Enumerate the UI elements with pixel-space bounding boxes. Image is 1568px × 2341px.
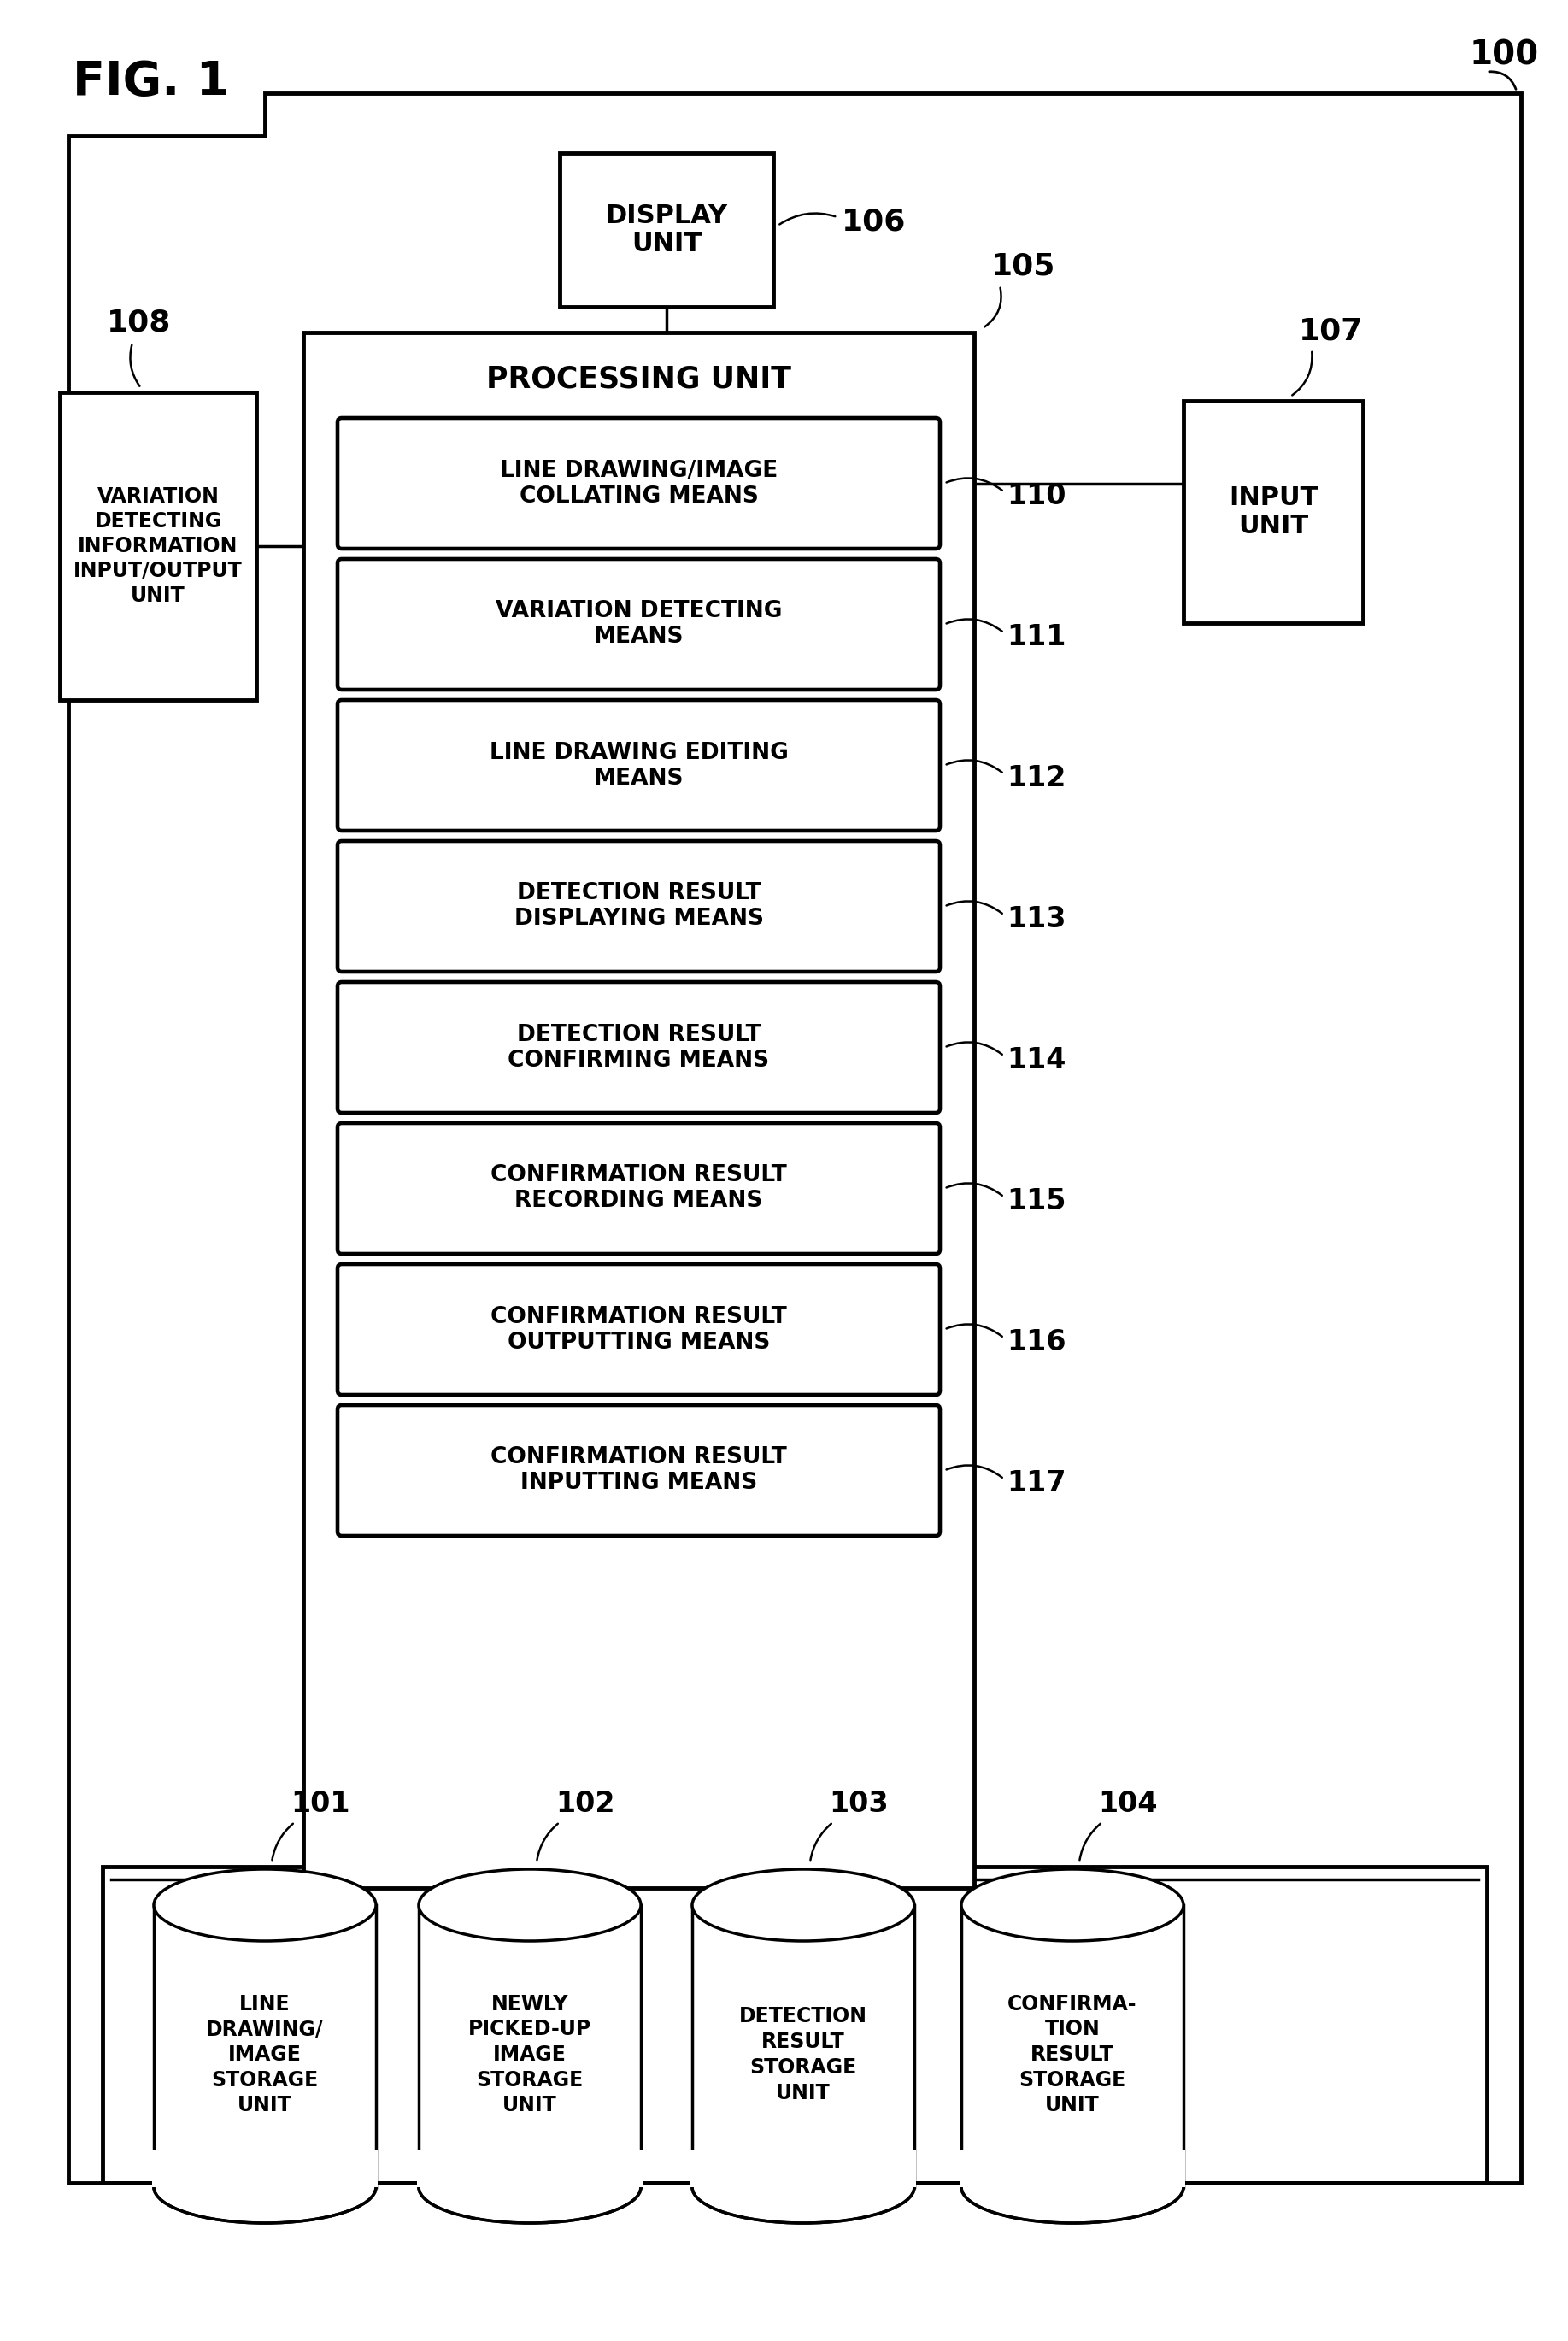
Text: 100: 100 [1469, 40, 1540, 73]
FancyBboxPatch shape [337, 419, 939, 548]
Ellipse shape [961, 2151, 1184, 2224]
Text: LINE
DRAWING/
IMAGE
STORAGE
UNIT: LINE DRAWING/ IMAGE STORAGE UNIT [205, 1995, 323, 2116]
FancyBboxPatch shape [337, 1264, 939, 1395]
FancyBboxPatch shape [303, 332, 974, 1887]
Text: NEWLY
PICKED-UP
IMAGE
STORAGE
UNIT: NEWLY PICKED-UP IMAGE STORAGE UNIT [469, 1995, 591, 2116]
Ellipse shape [154, 2151, 376, 2224]
Ellipse shape [691, 2151, 914, 2224]
FancyBboxPatch shape [337, 1405, 939, 1536]
Text: VARIATION DETECTING
MEANS: VARIATION DETECTING MEANS [495, 599, 782, 648]
Bar [154, 2151, 376, 2186]
Ellipse shape [691, 1868, 914, 1941]
FancyBboxPatch shape [560, 152, 773, 307]
FancyBboxPatch shape [337, 981, 939, 1112]
Text: LINE DRAWING EDITING
MEANS: LINE DRAWING EDITING MEANS [489, 742, 789, 789]
Ellipse shape [419, 1868, 641, 1941]
Bar [961, 2151, 1184, 2186]
Text: DETECTION RESULT
CONFIRMING MEANS: DETECTION RESULT CONFIRMING MEANS [508, 1023, 770, 1072]
Text: CONFIRMATION RESULT
INPUTTING MEANS: CONFIRMATION RESULT INPUTTING MEANS [491, 1447, 787, 1494]
Text: 110: 110 [1007, 482, 1066, 510]
Text: 104: 104 [1098, 1791, 1157, 1819]
Text: PROCESSING UNIT: PROCESSING UNIT [486, 365, 792, 393]
FancyBboxPatch shape [337, 700, 939, 831]
Bar [417, 2151, 641, 2186]
FancyBboxPatch shape [102, 1866, 1486, 2182]
Bar [690, 2149, 916, 2186]
Text: CONFIRMATION RESULT
OUTPUTTING MEANS: CONFIRMATION RESULT OUTPUTTING MEANS [491, 1306, 787, 1353]
Text: 113: 113 [1007, 906, 1066, 934]
Text: CONFIRMA-
TION
RESULT
STORAGE
UNIT: CONFIRMA- TION RESULT STORAGE UNIT [1008, 1995, 1137, 2116]
Text: 105: 105 [991, 253, 1055, 281]
Text: INPUT
UNIT: INPUT UNIT [1229, 485, 1317, 538]
Ellipse shape [419, 2151, 641, 2224]
FancyBboxPatch shape [337, 1124, 939, 1255]
FancyBboxPatch shape [1184, 400, 1363, 623]
Text: 111: 111 [1007, 623, 1066, 651]
Text: 101: 101 [290, 1791, 350, 1819]
Text: 108: 108 [107, 307, 171, 337]
FancyBboxPatch shape [337, 840, 939, 972]
Text: CONFIRMATION RESULT
RECORDING MEANS: CONFIRMATION RESULT RECORDING MEANS [491, 1163, 787, 1213]
Text: 115: 115 [1007, 1187, 1066, 1215]
Text: 106: 106 [842, 206, 906, 236]
Bar [417, 2149, 643, 2186]
Text: LINE DRAWING/IMAGE
COLLATING MEANS: LINE DRAWING/IMAGE COLLATING MEANS [500, 459, 778, 508]
Text: DETECTION
RESULT
STORAGE
UNIT: DETECTION RESULT STORAGE UNIT [739, 2006, 867, 2102]
Text: VARIATION
DETECTING
INFORMATION
INPUT/OUTPUT
UNIT: VARIATION DETECTING INFORMATION INPUT/OU… [74, 487, 243, 606]
Text: FIG. 1: FIG. 1 [72, 59, 229, 105]
Text: 112: 112 [1007, 763, 1066, 791]
Bar [691, 2151, 916, 2186]
Text: 103: 103 [829, 1791, 889, 1819]
Text: 117: 117 [1007, 1470, 1066, 1498]
FancyBboxPatch shape [60, 393, 256, 700]
Text: DISPLAY
UNIT: DISPLAY UNIT [605, 204, 728, 258]
Bar [154, 1906, 376, 2186]
Bar [419, 1906, 641, 2186]
Ellipse shape [961, 1868, 1184, 1941]
Text: DETECTION RESULT
DISPLAYING MEANS: DETECTION RESULT DISPLAYING MEANS [514, 883, 764, 929]
Ellipse shape [154, 1868, 376, 1941]
Bar [960, 2149, 1185, 2186]
FancyBboxPatch shape [337, 559, 939, 691]
Bar [152, 2149, 378, 2186]
Text: 116: 116 [1007, 1327, 1066, 1355]
Text: 107: 107 [1298, 316, 1363, 344]
Bar [961, 1906, 1184, 2186]
Text: 102: 102 [555, 1791, 615, 1819]
Text: 114: 114 [1007, 1046, 1066, 1075]
Bar [691, 1906, 914, 2186]
